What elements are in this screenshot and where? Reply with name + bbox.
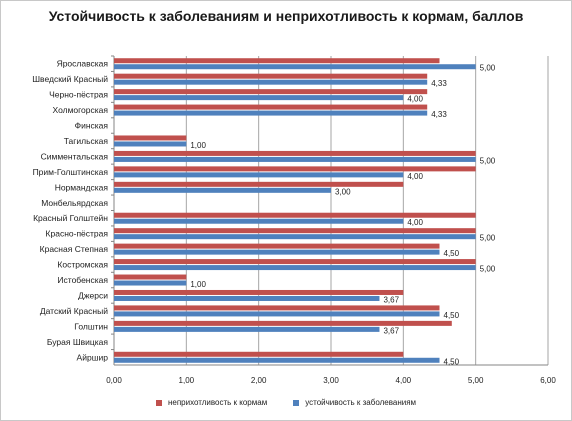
data-label: 5,00	[480, 265, 496, 274]
x-tick-label: 3,00	[323, 376, 339, 385]
bar-feed	[114, 320, 452, 326]
bar-disease	[114, 326, 380, 332]
data-label: 5,00	[480, 64, 496, 73]
bar-disease	[114, 172, 404, 178]
bar-disease	[114, 357, 440, 363]
chart-title: Устойчивость к заболеваниям и неприхотли…	[48, 8, 524, 24]
category-label: Айршир	[77, 352, 109, 362]
category-label: Нормандская	[55, 182, 109, 192]
category-label: Бурая Швицкая	[47, 337, 109, 347]
data-label: 5,00	[480, 234, 496, 243]
bar-feed	[114, 243, 440, 249]
bar-feed	[114, 259, 476, 265]
category-label: Костромская	[57, 260, 108, 270]
data-label: 4,50	[444, 311, 460, 320]
bar-feed	[114, 181, 404, 187]
category-label: Холмогорская	[53, 105, 109, 115]
legend-swatch-feed	[155, 399, 162, 406]
bar-feed	[114, 58, 440, 64]
bar-disease	[114, 218, 404, 224]
bar-feed	[114, 351, 404, 357]
bar-disease	[114, 234, 476, 240]
bar-disease	[114, 249, 440, 255]
bar-disease	[114, 295, 380, 301]
data-label: 3,67	[383, 295, 399, 304]
bar-disease	[114, 311, 440, 317]
bar-feed	[114, 305, 440, 311]
bar-feed	[114, 135, 187, 141]
bar-disease	[114, 95, 404, 101]
data-label: 4,33	[431, 79, 447, 88]
data-label: 4,50	[444, 357, 460, 366]
category-label: Ярославская	[57, 59, 109, 69]
data-label: 5,00	[480, 156, 496, 165]
x-tick-label: 1,00	[179, 376, 195, 385]
legend-item-disease: устойчивость к заболеваниям	[293, 398, 416, 407]
x-tick-label: 6,00	[540, 376, 556, 385]
data-label: 4,00	[407, 172, 423, 181]
category-label: Красная Степная	[40, 244, 109, 254]
category-label: Истобенская	[57, 275, 108, 285]
category-label: Симментальская	[41, 151, 109, 161]
category-label: Датский Красный	[40, 306, 108, 316]
bar-disease	[114, 141, 187, 147]
x-tick-label: 2,00	[251, 376, 267, 385]
category-label: Шведский Красный	[32, 74, 108, 84]
bar-feed	[114, 228, 476, 234]
category-label: Голштин	[74, 321, 108, 331]
bar-feed	[114, 150, 476, 156]
bar-feed	[114, 289, 404, 295]
category-label: Красно-пёстрая	[46, 229, 109, 239]
data-label: 4,00	[407, 218, 423, 227]
legend-label-feed: неприхотливость к кормам	[167, 398, 268, 407]
x-tick-label: 5,00	[468, 376, 484, 385]
bar-feed	[114, 166, 476, 172]
bar-disease	[114, 265, 476, 271]
bar-feed	[114, 104, 428, 110]
category-label: Джерси	[78, 290, 108, 300]
bar-feed	[114, 89, 428, 95]
data-label: 1,00	[190, 280, 206, 289]
x-tick-label: 0,00	[106, 376, 122, 385]
category-label: Красный Голштейн	[33, 213, 108, 223]
category-label: Тагильская	[64, 136, 109, 146]
category-label: Монбельярдская	[41, 198, 108, 208]
bar-disease	[114, 187, 331, 193]
bar-disease	[114, 156, 476, 162]
legend-swatch-disease	[293, 399, 300, 406]
bar-feed	[114, 73, 428, 79]
data-label: 1,00	[190, 141, 206, 150]
data-label: 4,50	[444, 249, 460, 258]
category-label: Финская	[75, 121, 109, 131]
data-label: 4,00	[407, 95, 423, 104]
bar-disease	[114, 79, 428, 85]
bar-feed	[114, 212, 476, 218]
bar-feed	[114, 274, 187, 280]
category-label: Прим-Голштинская	[33, 167, 109, 177]
legend-item-feed: неприхотливость к кормам	[155, 398, 268, 407]
x-tick-label: 4,00	[396, 376, 412, 385]
chart-legend: неприхотливость к кормам устойчивость к …	[0, 398, 572, 407]
bar-disease	[114, 280, 187, 286]
bar-disease	[114, 64, 476, 70]
legend-label-disease: устойчивость к заболеваниям	[305, 398, 417, 407]
bar-disease	[114, 110, 428, 116]
data-label: 3,00	[335, 187, 351, 196]
category-label: Черно-пёстрая	[49, 90, 108, 100]
data-label: 3,67	[383, 326, 399, 335]
data-label: 4,33	[431, 110, 447, 119]
